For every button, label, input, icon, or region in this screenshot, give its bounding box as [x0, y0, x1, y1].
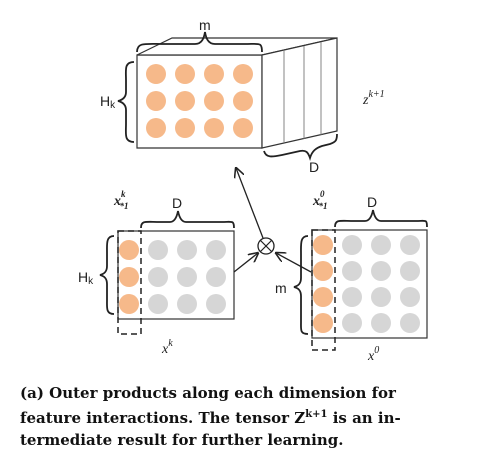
right-column-dashed-box — [311, 229, 336, 351]
brace-d-left — [140, 210, 235, 229]
matrix-dot — [177, 294, 197, 314]
brace-hk-left — [99, 235, 115, 315]
tensor-dot — [233, 64, 253, 84]
label-d-right: D — [367, 194, 377, 210]
label-z-k1: zk+1 — [362, 89, 385, 108]
brace-hk-top — [117, 61, 135, 143]
matrix-dot — [342, 313, 362, 333]
matrix-dot — [400, 261, 420, 281]
label-m-right: m — [275, 280, 287, 296]
matrix-dot — [177, 267, 197, 287]
label-x0-star1: x0 *1 — [312, 189, 328, 211]
matrix-dot — [342, 235, 362, 255]
tensor-dot — [146, 91, 166, 111]
tensor-side-face — [261, 37, 338, 149]
matrix-dot — [148, 240, 168, 260]
label-xk: xk — [161, 338, 173, 357]
top-tensor — [136, 37, 338, 149]
tensor-dot — [175, 91, 195, 111]
matrix-dot — [400, 287, 420, 307]
arrow-op-to-tensor — [236, 168, 264, 239]
matrix-dot — [148, 294, 168, 314]
matrix-dot — [400, 235, 420, 255]
tensor-dot — [204, 118, 224, 138]
matrix-dot — [206, 294, 226, 314]
highlight-dot — [313, 287, 333, 307]
figure-caption: (a) Outer products along each dimension … — [20, 382, 475, 451]
left-matrix-dots — [119, 240, 226, 314]
tensor-front-dots — [146, 64, 253, 138]
matrix-dot — [371, 261, 391, 281]
label-x0: x0 — [367, 345, 379, 364]
matrix-dot — [400, 313, 420, 333]
matrix-dot — [371, 235, 391, 255]
label-m-top: m — [199, 17, 211, 33]
tensor-dot — [146, 64, 166, 84]
highlight-dot — [313, 235, 333, 255]
matrix-dot — [148, 267, 168, 287]
tensor-dot — [204, 91, 224, 111]
matrix-dot — [342, 287, 362, 307]
highlight-dot — [119, 267, 139, 287]
label-d-top: D — [309, 159, 319, 175]
caption-line-3: termediate result for further learning. — [20, 431, 344, 449]
label-d-left: D — [172, 195, 182, 211]
matrix-dot — [177, 240, 197, 260]
tensor-dot — [233, 91, 253, 111]
label-xk-star1: xk *1 — [113, 189, 129, 211]
matrix-dot — [206, 267, 226, 287]
label-hk-left: Hk — [78, 269, 94, 287]
label-hk-top: Hk — [100, 93, 116, 111]
brace-m-top — [136, 31, 263, 53]
brace-d-right — [334, 209, 428, 228]
right-matrix-dots — [313, 235, 420, 333]
matrix-dot — [371, 287, 391, 307]
arrow-left-to-op — [233, 253, 258, 273]
tensor-dot — [175, 64, 195, 84]
brace-m-right — [293, 235, 309, 335]
operator-cross — [260, 240, 272, 252]
highlight-dot — [313, 261, 333, 281]
highlight-dot — [119, 294, 139, 314]
matrix-dot — [206, 240, 226, 260]
matrix-dot — [342, 261, 362, 281]
matrix-dot — [371, 313, 391, 333]
left-column-dashed-box — [117, 230, 142, 335]
highlight-dot — [313, 313, 333, 333]
brace-d-top — [263, 133, 338, 162]
tensor-dot — [204, 64, 224, 84]
highlight-dot — [119, 240, 139, 260]
tensor-dot — [175, 118, 195, 138]
caption-line-1: (a) Outer products along each dimension … — [20, 384, 396, 402]
diagram: m Hk D zk+1 xk *1 D Hk xk x0 *1 D m x0 — [78, 17, 428, 364]
tensor-dot — [233, 118, 253, 138]
caption-line-2: feature interactions. The tensor Zk+1 is… — [20, 409, 401, 427]
tensor-dot — [146, 118, 166, 138]
arrow-right-to-op — [276, 253, 312, 273]
